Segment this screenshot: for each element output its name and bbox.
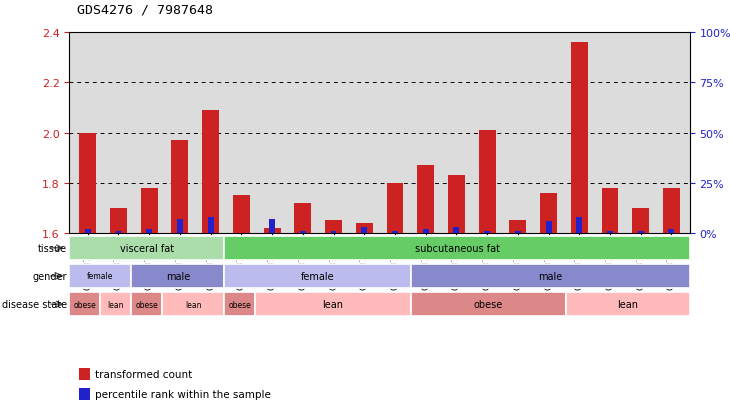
Bar <box>410 264 690 288</box>
Bar <box>294 203 311 233</box>
Text: percentile rank within the sample: percentile rank within the sample <box>95 389 271 399</box>
Text: GDS4276 / 7987648: GDS4276 / 7987648 <box>77 4 212 17</box>
Text: obese: obese <box>74 300 96 309</box>
Bar <box>418 166 434 233</box>
Bar <box>356 223 373 233</box>
Text: female: female <box>87 272 114 281</box>
Bar <box>115 231 121 233</box>
Bar <box>571 43 588 233</box>
Bar <box>386 183 404 233</box>
Bar <box>331 231 337 233</box>
Bar <box>484 231 490 233</box>
Bar <box>410 292 566 316</box>
Bar <box>576 217 583 233</box>
Bar <box>146 229 152 233</box>
Bar <box>80 133 96 233</box>
Text: lean: lean <box>323 299 344 309</box>
Bar <box>361 227 367 233</box>
Bar <box>224 264 410 288</box>
Text: male: male <box>166 271 190 281</box>
Bar <box>141 188 158 233</box>
Bar <box>79 388 90 400</box>
Bar <box>300 231 306 233</box>
Bar <box>453 227 459 233</box>
Bar <box>607 231 613 233</box>
Bar <box>669 229 675 233</box>
Bar <box>69 264 131 288</box>
Bar <box>540 193 557 233</box>
Text: obese: obese <box>228 300 251 309</box>
Bar <box>208 217 214 233</box>
Bar <box>515 231 520 233</box>
Bar <box>224 292 255 316</box>
Bar <box>448 176 465 233</box>
Bar <box>110 208 127 233</box>
Text: obese: obese <box>474 299 503 309</box>
Text: obese: obese <box>136 300 158 309</box>
Text: subcutaneous fat: subcutaneous fat <box>415 243 499 253</box>
Bar <box>566 292 690 316</box>
Bar <box>177 219 183 233</box>
Bar <box>479 131 496 233</box>
Bar <box>392 231 398 233</box>
Bar <box>224 236 690 260</box>
Text: male: male <box>538 271 562 281</box>
Text: tissue: tissue <box>38 243 67 253</box>
Text: gender: gender <box>33 271 67 281</box>
Bar <box>131 264 224 288</box>
Bar <box>79 368 90 380</box>
Text: disease state: disease state <box>2 299 67 309</box>
Bar <box>131 292 162 316</box>
Bar <box>255 292 410 316</box>
Bar <box>663 188 680 233</box>
Bar <box>100 292 131 316</box>
Bar <box>325 221 342 233</box>
Bar <box>69 292 100 316</box>
Text: transformed count: transformed count <box>95 369 192 379</box>
Text: lean: lean <box>618 299 638 309</box>
Bar <box>69 236 224 260</box>
Bar <box>269 219 275 233</box>
Bar <box>233 196 250 233</box>
Text: female: female <box>301 271 334 281</box>
Bar <box>172 141 188 233</box>
Bar <box>202 111 219 233</box>
Bar <box>510 221 526 233</box>
Bar <box>162 292 224 316</box>
Bar <box>602 188 618 233</box>
Bar <box>545 221 551 233</box>
Bar <box>638 231 644 233</box>
Bar <box>632 208 649 233</box>
Bar <box>85 229 91 233</box>
Text: visceral fat: visceral fat <box>120 243 174 253</box>
Bar <box>264 228 280 233</box>
Text: lean: lean <box>185 300 201 309</box>
Text: lean: lean <box>107 300 124 309</box>
Bar <box>423 229 429 233</box>
